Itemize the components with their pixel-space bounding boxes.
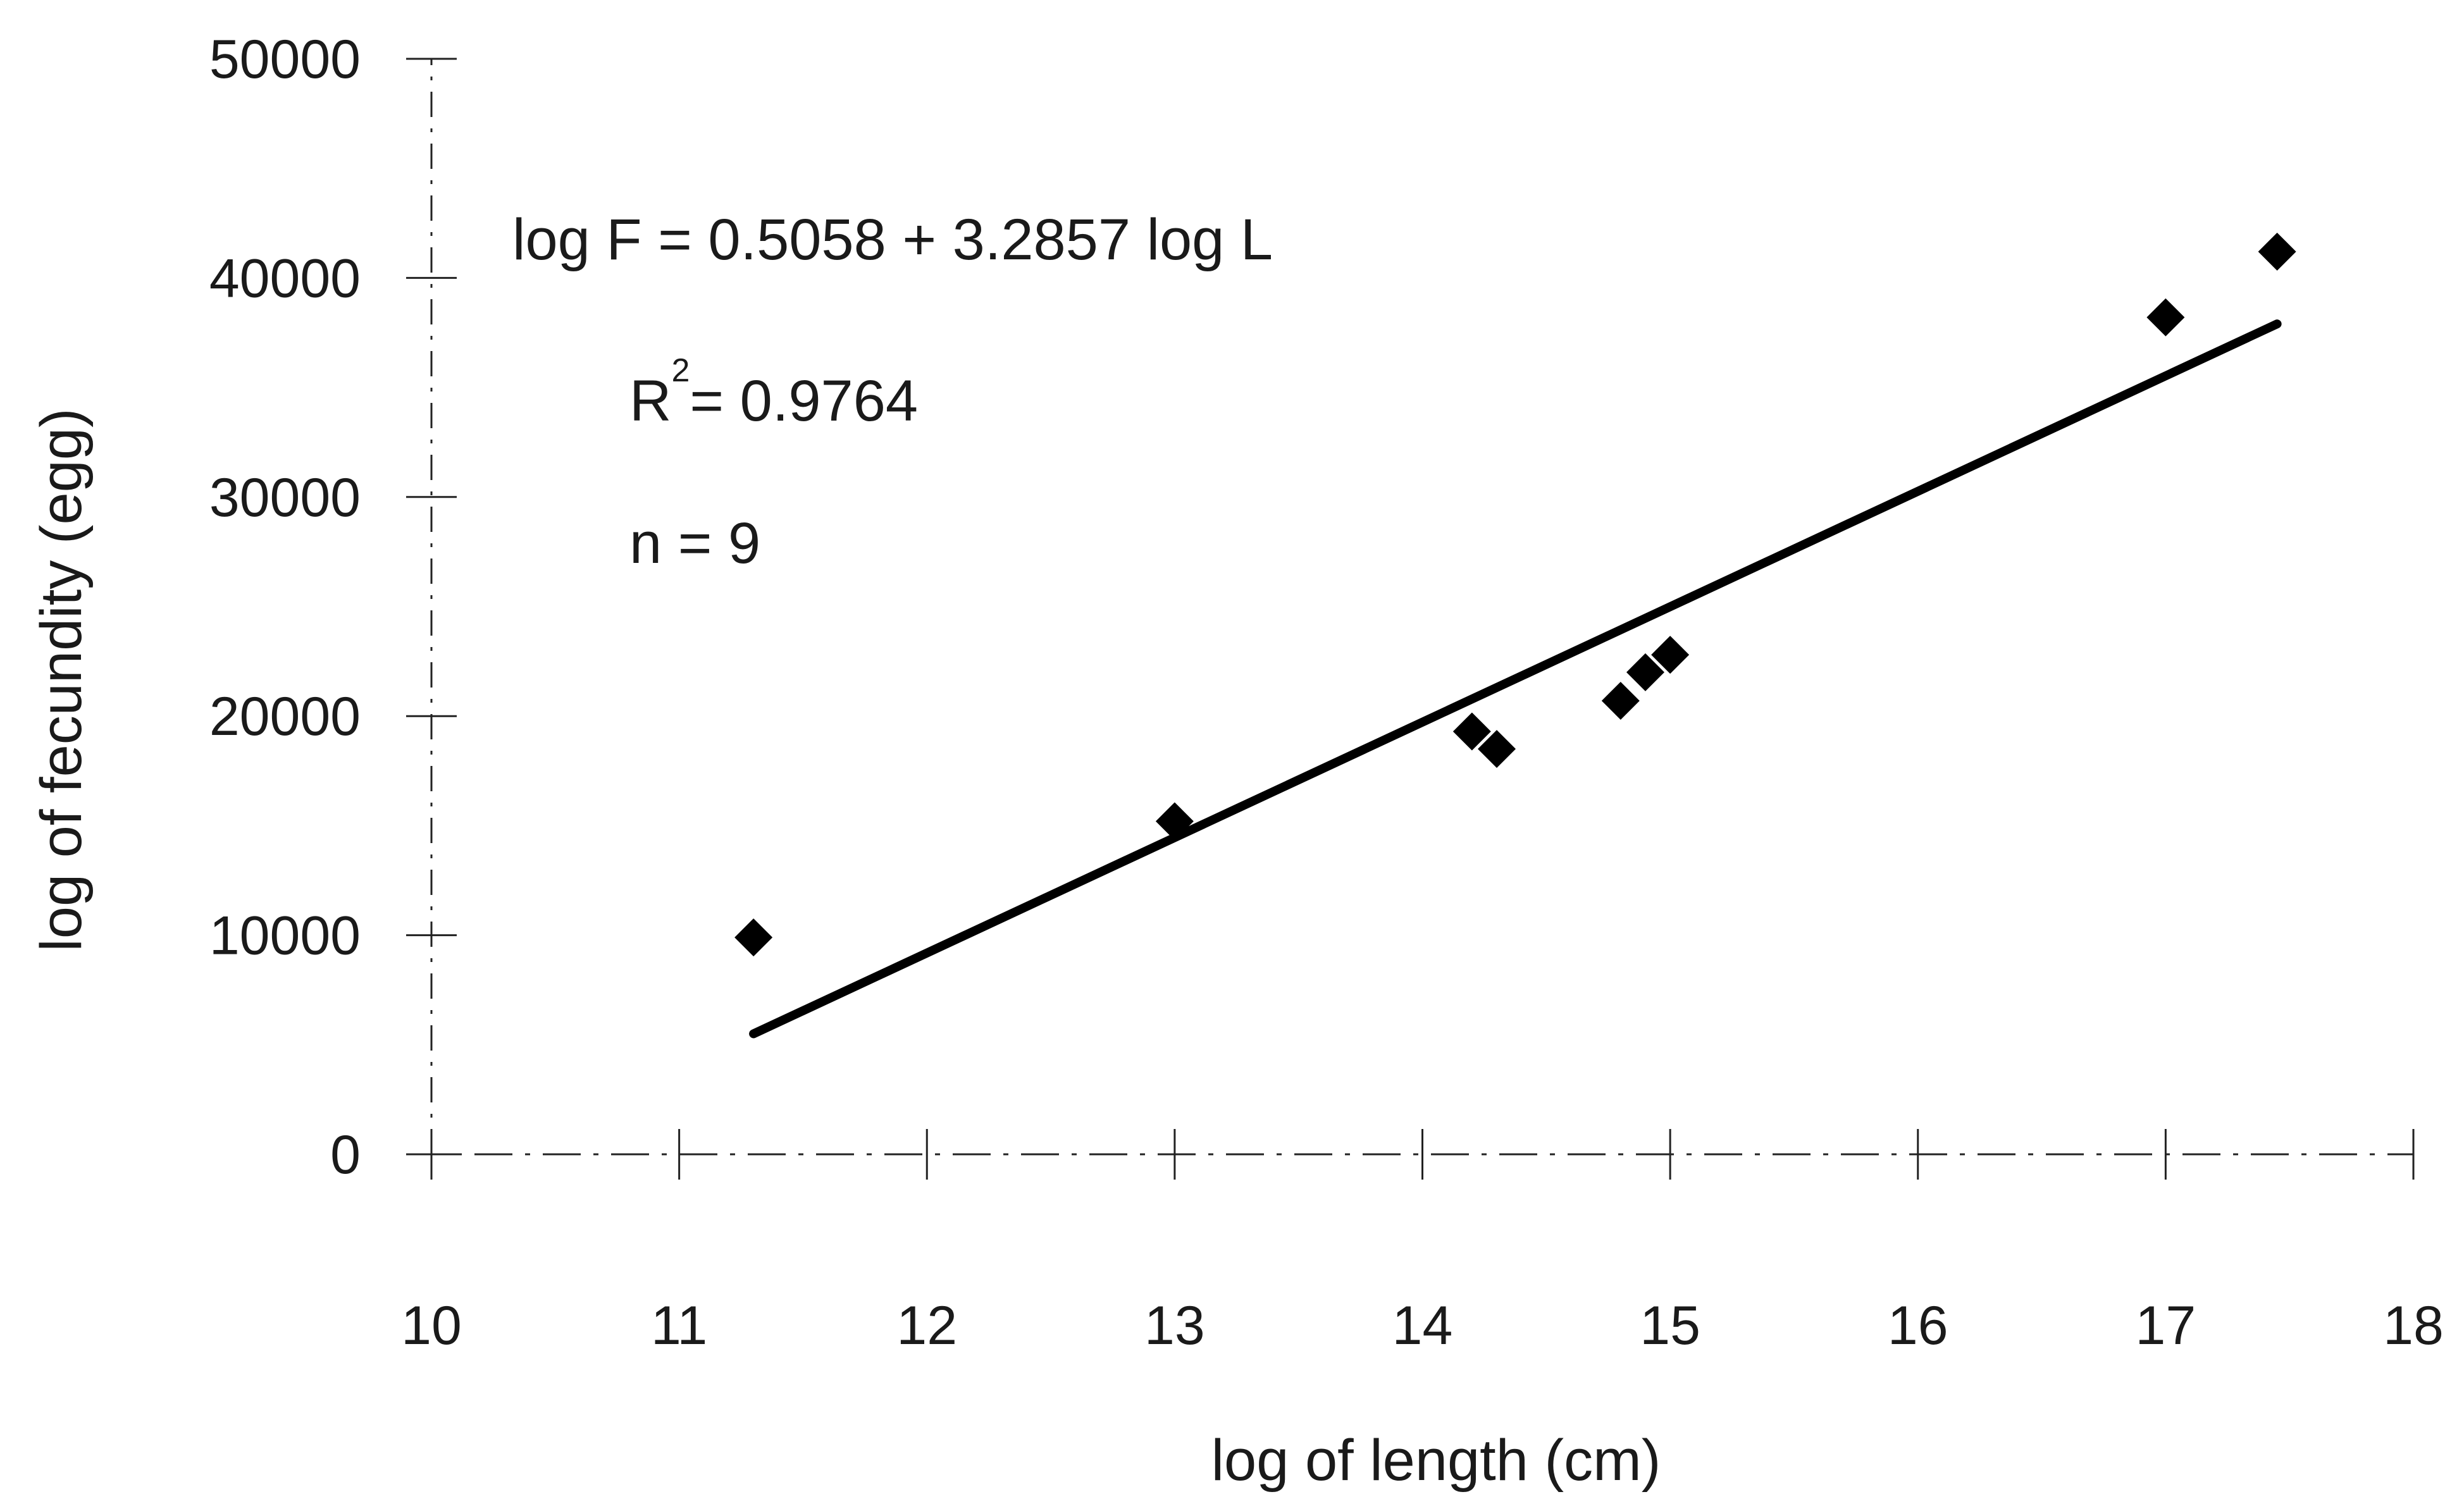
data-point bbox=[1452, 712, 1491, 751]
x-axis-title: log of length (cm) bbox=[1211, 1428, 1661, 1493]
x-tick-label: 15 bbox=[1640, 1295, 1700, 1356]
data-points bbox=[734, 232, 2296, 957]
x-axis bbox=[406, 1129, 2415, 1180]
x-tick-label: 18 bbox=[2383, 1295, 2444, 1356]
data-point bbox=[2258, 232, 2296, 271]
y-tick-label: 50000 bbox=[209, 29, 361, 90]
r-squared-superscript: 2 bbox=[671, 352, 690, 389]
y-tick-label: 20000 bbox=[209, 686, 361, 747]
trendline-group bbox=[749, 319, 2282, 1039]
data-point bbox=[1626, 653, 1664, 691]
y-tick-labels: 0 10000 20000 30000 40000 50000 bbox=[209, 29, 361, 1185]
x-tick-labels: 10 11 12 13 14 15 16 17 18 bbox=[401, 1295, 2444, 1356]
y-axis-title: log of fecundity (egg) bbox=[29, 408, 94, 951]
r-squared-label: R2= 0.9764 bbox=[629, 352, 918, 433]
x-tick-label: 13 bbox=[1144, 1295, 1205, 1356]
r-squared-value: = 0.9764 bbox=[690, 369, 918, 433]
data-point bbox=[1155, 802, 1194, 841]
data-point bbox=[1477, 730, 1516, 768]
y-tick-label: 0 bbox=[330, 1125, 361, 1185]
x-tick-label: 17 bbox=[2136, 1295, 2196, 1356]
r-squared-prefix: R bbox=[629, 369, 671, 433]
data-point bbox=[734, 918, 773, 957]
x-tick-label: 11 bbox=[651, 1295, 707, 1356]
data-point bbox=[1651, 636, 1690, 674]
y-tick-label: 10000 bbox=[209, 906, 361, 966]
sample-size-label: n = 9 bbox=[629, 511, 760, 576]
data-point bbox=[2146, 298, 2185, 336]
y-tick-label: 40000 bbox=[209, 248, 361, 309]
regression-line bbox=[749, 319, 2282, 1039]
x-tick-label: 12 bbox=[896, 1295, 957, 1356]
regression-equation: log F = 0.5058 + 3.2857 log L bbox=[512, 207, 1273, 272]
y-tick-label: 30000 bbox=[209, 467, 361, 528]
x-tick-label: 10 bbox=[401, 1295, 462, 1356]
data-point bbox=[1601, 681, 1640, 720]
y-axis bbox=[406, 58, 457, 1156]
x-tick-label: 16 bbox=[1888, 1295, 1948, 1356]
x-tick-label: 14 bbox=[1392, 1295, 1453, 1356]
